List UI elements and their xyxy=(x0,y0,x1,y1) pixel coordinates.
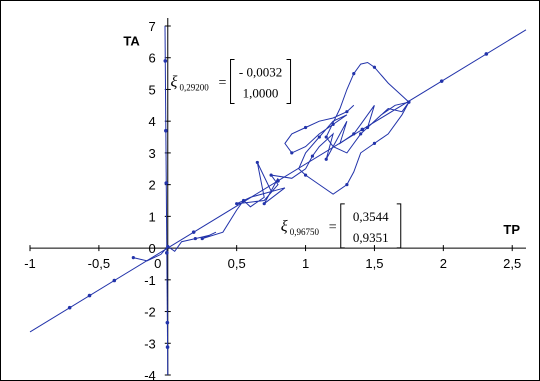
series-line-1 xyxy=(164,25,169,376)
series-point xyxy=(131,256,135,260)
series-point xyxy=(324,157,328,161)
y-tick-label: -2 xyxy=(144,305,156,320)
y-tick-label: -4 xyxy=(144,368,156,381)
y-tick-label: 0 xyxy=(149,241,156,256)
y-tick-label: 7 xyxy=(149,19,156,34)
series-point xyxy=(407,100,411,104)
xi-subscript: 0,96750 xyxy=(290,227,320,237)
series-point xyxy=(303,173,308,177)
xi-symbol: ξ xyxy=(281,218,288,235)
y-tick-label: -3 xyxy=(144,336,156,351)
y-tick-label: -1 xyxy=(144,273,156,288)
series-point xyxy=(439,79,444,83)
series-point xyxy=(241,198,246,203)
series-point xyxy=(290,151,294,155)
series-point xyxy=(345,110,349,114)
series-point xyxy=(324,135,328,139)
series-point xyxy=(303,125,308,130)
matrix-bracket-right xyxy=(286,59,292,105)
x-tick-label: 2,5 xyxy=(503,256,521,271)
x-tick-label: 2 xyxy=(440,256,447,271)
y-tick-label: 5 xyxy=(149,82,156,97)
series-point xyxy=(262,202,266,206)
x-tick-label: -0,5 xyxy=(88,256,110,271)
matrix-value: 0,3544 xyxy=(353,209,389,224)
eigenvector-annotation: ξ 0,29200 = - 0,0032 1,0000 xyxy=(171,59,292,105)
series-point xyxy=(345,183,349,187)
series-point xyxy=(166,244,170,249)
equals-sign: = xyxy=(329,220,337,235)
matrix-value: - 0,0032 xyxy=(239,65,282,80)
series-point xyxy=(352,132,356,136)
series-point xyxy=(193,236,197,241)
y-tick-label: 3 xyxy=(149,146,156,161)
matrix-bracket-left xyxy=(340,203,345,249)
series-point xyxy=(165,345,170,349)
x-tick-label: 0 xyxy=(154,256,161,271)
series-point xyxy=(235,202,239,206)
eigenvector-annotation: ξ 0,96750 = 0,3544 0,9351 xyxy=(281,203,402,249)
series-point xyxy=(200,236,204,241)
series-point xyxy=(67,305,72,310)
series-point xyxy=(360,127,365,132)
y-tick-label: 4 xyxy=(149,114,156,129)
y-tick-label: 1 xyxy=(149,209,156,224)
series-point xyxy=(372,65,377,69)
y-tick-label: 6 xyxy=(149,51,156,66)
series-point xyxy=(165,251,169,255)
series-point xyxy=(372,141,377,145)
xi-subscript: 0,29200 xyxy=(180,83,210,93)
y-axis-title: TA xyxy=(123,33,140,48)
matrix-value: 1,0000 xyxy=(243,86,279,101)
series-point xyxy=(269,173,273,177)
series-point xyxy=(365,125,370,130)
series-point xyxy=(165,320,170,325)
matrix-value: 0,9351 xyxy=(353,230,389,245)
series-point xyxy=(163,59,168,63)
series-line-2 xyxy=(133,61,411,262)
matrix-bracket-right xyxy=(396,203,402,249)
x-axis-title: TP xyxy=(503,222,520,237)
xi-symbol: ξ xyxy=(171,74,178,91)
matrix-bracket-left xyxy=(230,59,235,105)
series-point xyxy=(352,71,356,76)
x-tick-label: 1 xyxy=(302,256,309,271)
equals-sign: = xyxy=(219,76,227,91)
series-point xyxy=(191,230,196,234)
series-point xyxy=(164,128,168,133)
x-tick-label: -1 xyxy=(24,256,36,271)
series-point xyxy=(164,181,169,185)
series-point xyxy=(112,278,117,283)
x-tick-label: 0,5 xyxy=(228,256,246,271)
x-tick-label: 1,5 xyxy=(365,256,383,271)
series-point xyxy=(310,154,315,158)
series-point xyxy=(484,52,489,56)
series-point xyxy=(87,293,92,298)
y-tick-label: 2 xyxy=(149,178,156,193)
series-point xyxy=(255,160,259,165)
series-point xyxy=(331,122,335,126)
series-point xyxy=(317,135,321,139)
series-point xyxy=(359,132,363,136)
